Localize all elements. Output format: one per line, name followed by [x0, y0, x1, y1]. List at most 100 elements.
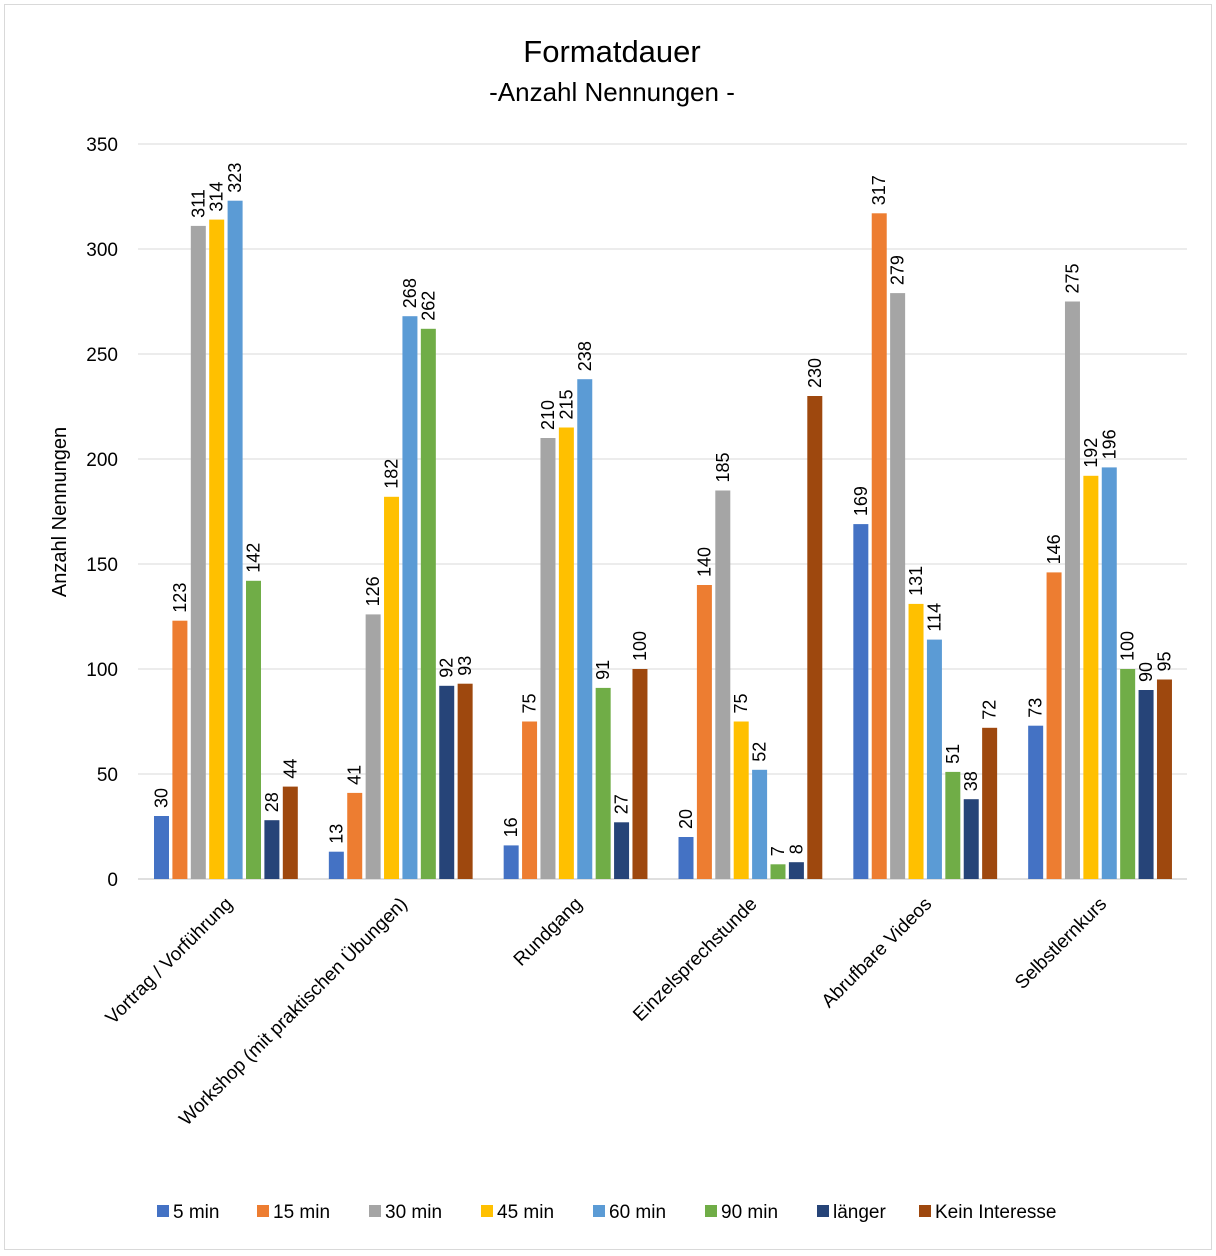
data-label: 185: [713, 452, 733, 482]
bar: [853, 524, 869, 879]
data-label: 20: [676, 809, 696, 829]
y-tick-label: 200: [86, 450, 118, 471]
bar: [522, 721, 538, 879]
data-label: 142: [244, 543, 264, 573]
data-label: 38: [961, 771, 981, 791]
data-label: 238: [575, 341, 595, 371]
bar: [715, 490, 731, 879]
bar: [1046, 572, 1062, 879]
y-tick-label: 250: [86, 345, 118, 366]
legend-swatch: [257, 1205, 269, 1217]
legend-swatch: [919, 1205, 931, 1217]
data-label: 100: [1118, 631, 1138, 661]
data-label: 268: [400, 278, 420, 308]
data-label: 75: [731, 693, 751, 713]
bar: [1156, 679, 1172, 879]
data-label: 28: [262, 792, 282, 812]
data-label: 90: [1136, 662, 1156, 682]
bar: [788, 862, 804, 879]
data-label: 215: [556, 389, 576, 419]
data-label: 262: [418, 291, 438, 321]
data-label: 72: [980, 700, 1000, 720]
data-label: 230: [805, 358, 825, 388]
y-tick-label: 300: [86, 240, 118, 261]
bar: [890, 293, 906, 880]
legend-label: 30 min: [385, 1202, 442, 1223]
data-label: 317: [869, 175, 889, 205]
category-label: Einzelsprechstunde: [629, 894, 761, 1026]
bar: [558, 427, 574, 879]
bar: [190, 225, 206, 879]
data-label: 95: [1154, 651, 1174, 671]
y-tick-label: 50: [97, 765, 118, 786]
data-label: 123: [170, 583, 190, 613]
legend-swatch: [369, 1205, 381, 1217]
data-label: 52: [750, 742, 770, 762]
bar: [420, 328, 436, 879]
data-label: 311: [188, 189, 208, 218]
data-label: 16: [501, 817, 521, 837]
chart-subtitle: -Anzahl Nennungen -: [489, 77, 735, 107]
bar: [1028, 725, 1044, 879]
bar: [209, 219, 225, 880]
bar: [264, 820, 280, 879]
bar: [696, 585, 712, 879]
legend-label: 45 min: [497, 1202, 554, 1223]
data-label: 323: [225, 163, 245, 193]
bar: [595, 687, 611, 879]
data-label: 140: [694, 547, 714, 577]
bar: [752, 769, 768, 879]
data-label: 92: [437, 658, 457, 678]
bar: [1101, 467, 1117, 879]
data-label: 75: [520, 693, 540, 713]
data-label: 169: [851, 486, 871, 516]
bar: [1064, 301, 1080, 879]
legend-swatch: [817, 1205, 829, 1217]
bar: [154, 816, 169, 879]
data-label: 44: [280, 759, 300, 779]
data-label: 126: [363, 576, 383, 606]
chart-title: Formatdauer: [523, 34, 700, 69]
bar: [733, 721, 749, 879]
bar: [632, 669, 648, 879]
data-label: 114: [924, 603, 944, 632]
y-tick-label: 150: [86, 555, 118, 576]
category-label: Abrufbare Videos: [818, 894, 936, 1012]
bar: [503, 845, 519, 879]
bar: [577, 379, 593, 879]
bar: [347, 792, 363, 879]
data-label: 7: [768, 846, 788, 856]
bar: [384, 496, 400, 879]
y-axis-ticks: 0 50 100 150 200 250 300 350: [86, 135, 118, 891]
category-label: Selbstlernkurs: [1011, 894, 1111, 994]
bar: [227, 200, 243, 879]
bar: [963, 799, 979, 879]
bar: [365, 614, 381, 879]
bar: [172, 620, 188, 879]
y-tick-label: 350: [86, 135, 118, 156]
data-label: 275: [1062, 263, 1082, 293]
data-label: 192: [1081, 438, 1101, 468]
data-label: 196: [1099, 429, 1119, 459]
bar: [402, 316, 418, 879]
data-label: 146: [1044, 534, 1064, 564]
data-label: 91: [593, 660, 613, 680]
legend-label: 60 min: [609, 1202, 666, 1223]
legend-swatch: [593, 1205, 605, 1217]
legend-swatch: [157, 1205, 169, 1217]
legend-label: 5 min: [173, 1202, 219, 1223]
data-label: 51: [943, 744, 963, 764]
bar: [926, 639, 942, 879]
data-label: 30: [152, 788, 172, 808]
bar: [945, 771, 961, 879]
data-label: 13: [326, 824, 346, 844]
data-label: 131: [906, 566, 926, 596]
data-label: 27: [612, 794, 632, 814]
bar: [282, 786, 298, 879]
data-label: 279: [888, 255, 908, 285]
y-tick-label: 0: [107, 870, 118, 891]
bar: [457, 683, 473, 879]
bar: [1083, 475, 1099, 879]
